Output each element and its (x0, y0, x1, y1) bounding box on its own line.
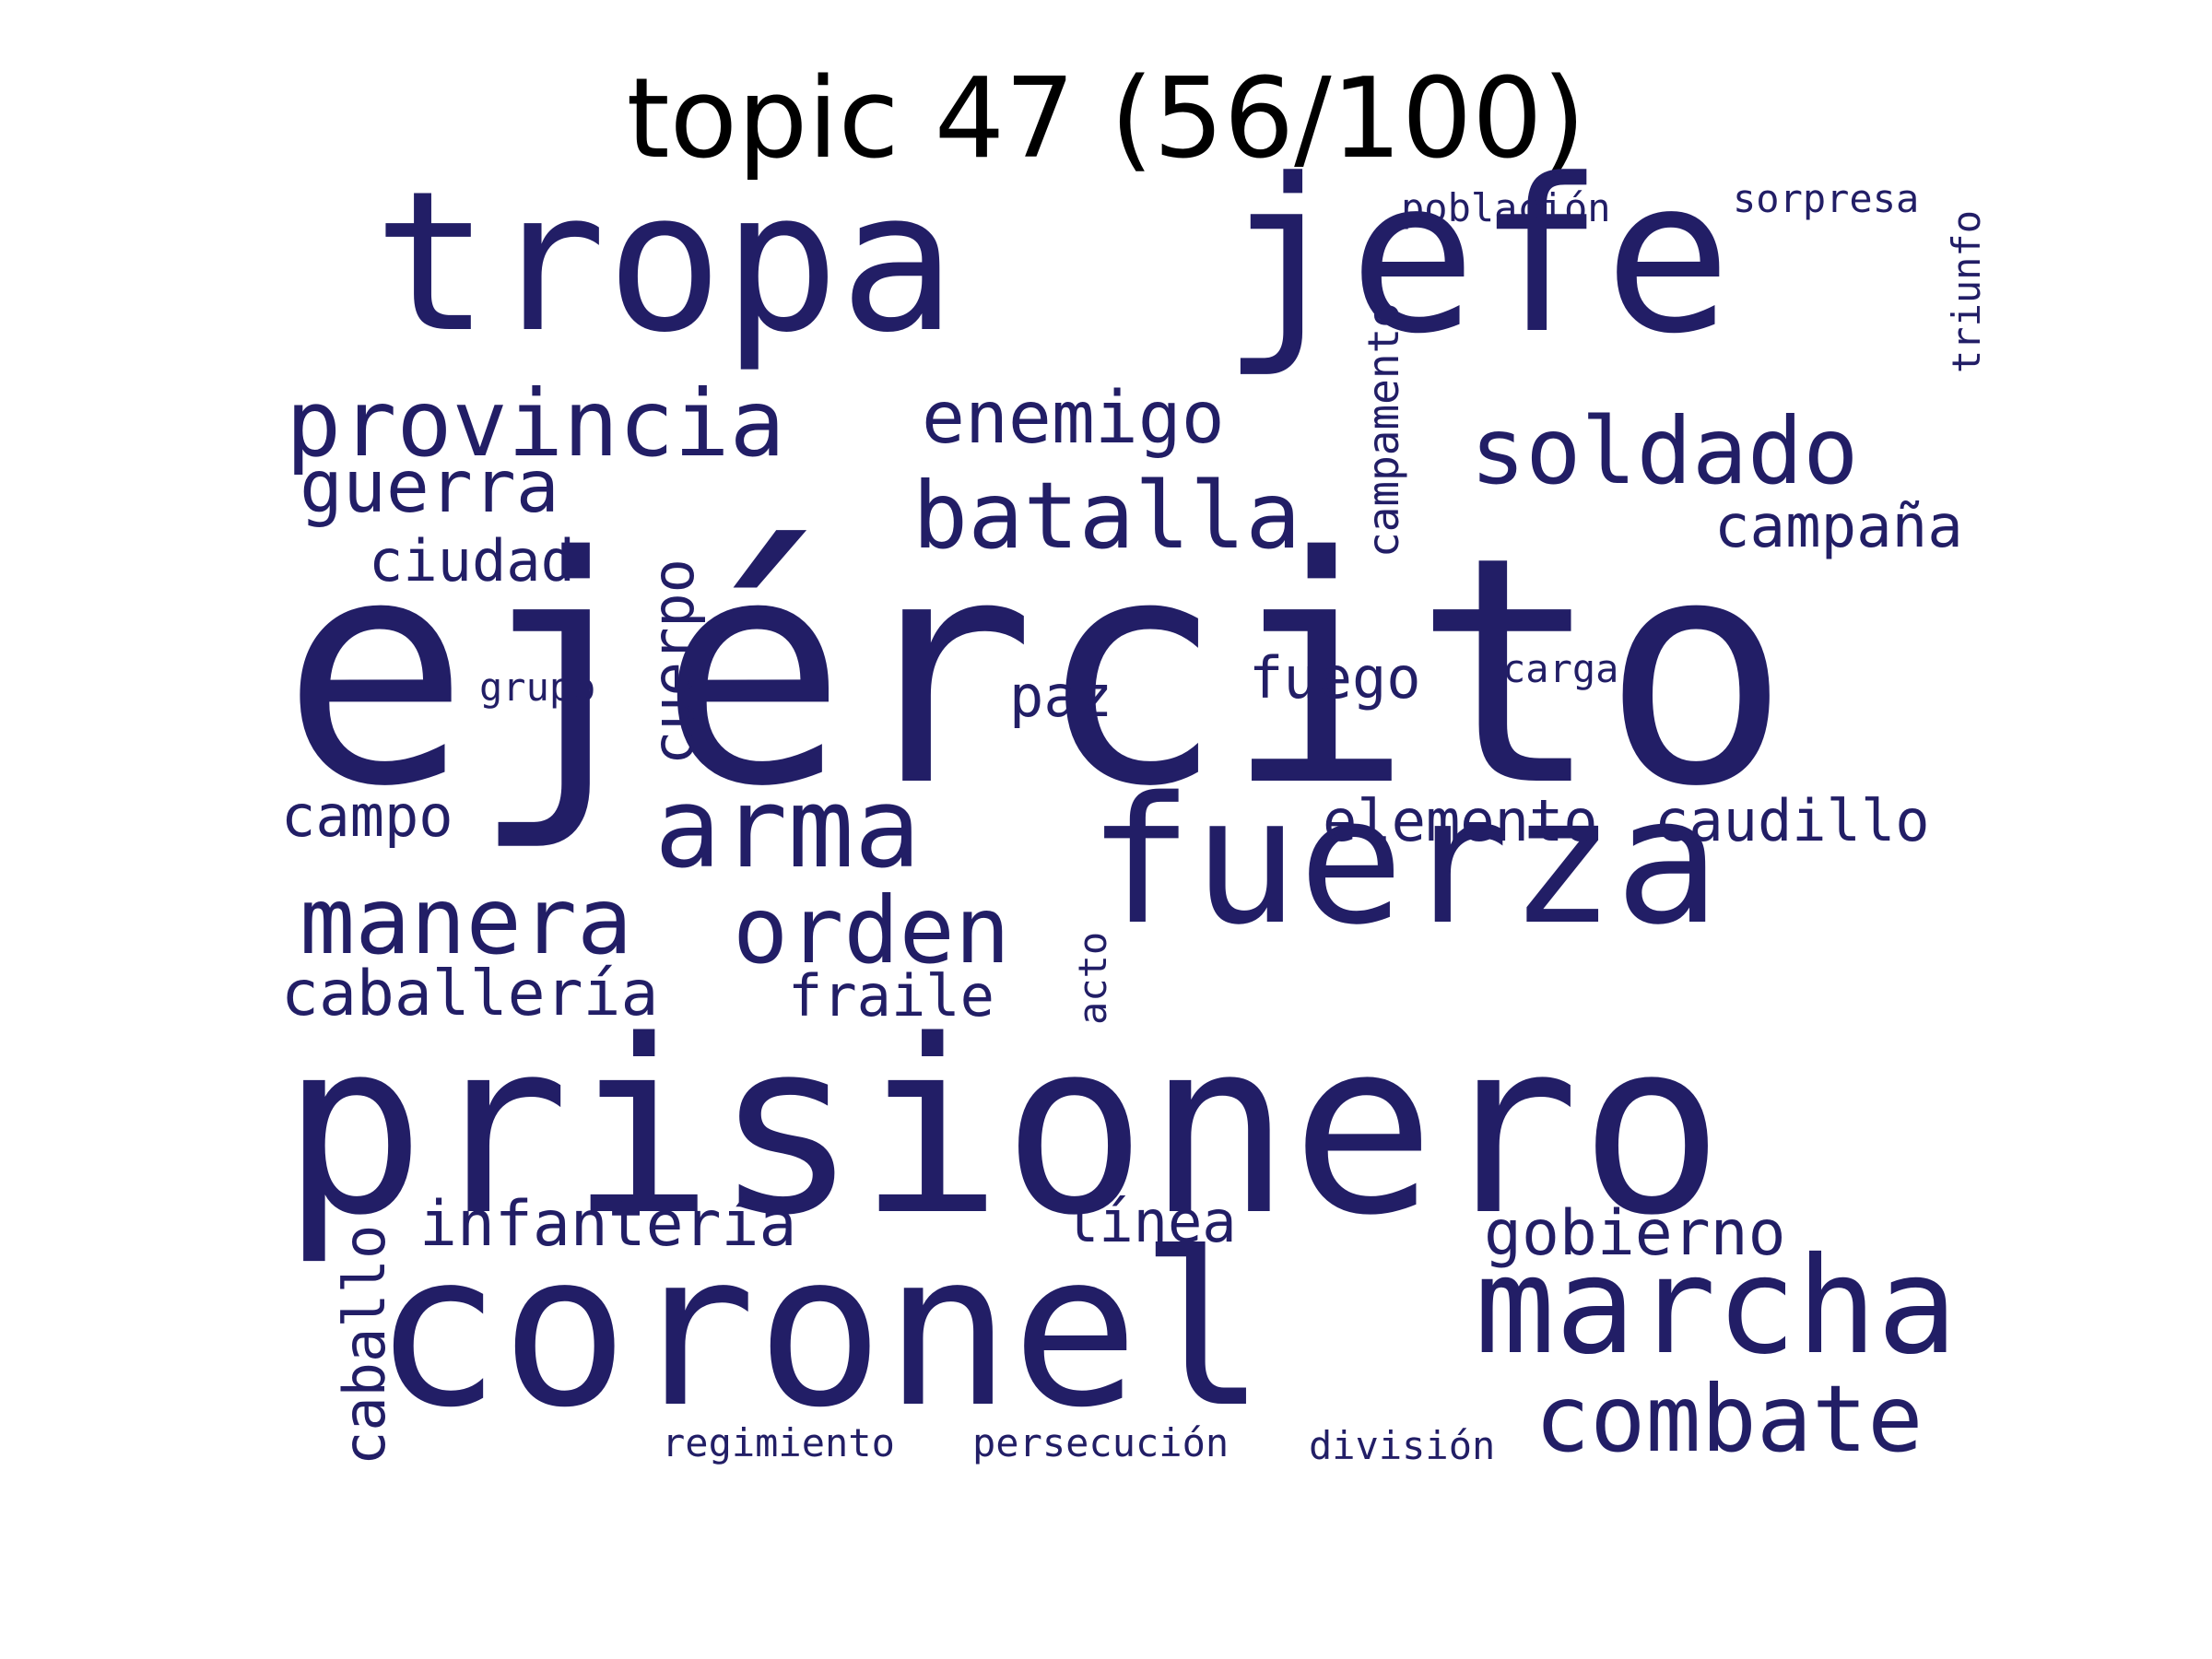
word-regimiento: regimiento (662, 1420, 895, 1465)
word-persecucion: persecución (972, 1420, 1230, 1465)
word-enemigo: enemigo (922, 377, 1225, 460)
word-carga: carga (1502, 646, 1619, 691)
word-guerra: guerra (300, 446, 559, 529)
word-fuego: fuego (1249, 644, 1421, 712)
word-ciudad: ciudad (369, 527, 575, 594)
word-linea: línea (1065, 1188, 1237, 1255)
word-campamento: campamento (1359, 302, 1408, 558)
word-elemento: elemento (1323, 787, 1598, 854)
word-caudillo: caudillo (1654, 787, 1930, 854)
word-triunfo: triunfo (1944, 209, 1989, 373)
word-prisionero: prisionero (281, 990, 1724, 1268)
word-combate: combate (1535, 1365, 1924, 1473)
word-gobierno: gobierno (1484, 1197, 1786, 1270)
word-acto: acto (1070, 931, 1115, 1025)
word-provincia: provincia (286, 370, 785, 477)
word-campana: campaña (1714, 493, 1963, 561)
word-soldado: soldado (1470, 397, 1859, 505)
word-tropa: tropa (373, 149, 957, 375)
word-jefe: jefe (1221, 135, 1732, 381)
word-caballo: caballo (331, 1224, 398, 1465)
word-division: división (1309, 1423, 1496, 1468)
word-manera: manera (300, 867, 633, 975)
word-infanteria: infantería (419, 1188, 797, 1261)
word-coronel: coronel (373, 1208, 1267, 1454)
word-poblacion: población (1401, 185, 1611, 230)
word-grupo: grupo (479, 665, 596, 710)
word-marcha: marcha (1475, 1229, 1958, 1384)
chart-title: topic 47 (56/100) (626, 55, 1586, 183)
word-orden: orden (733, 877, 1011, 984)
word-campo: campo (281, 782, 453, 850)
word-fraile: fraile (788, 962, 994, 1030)
word-arma: arma (654, 765, 921, 893)
word-ejercito: ejército (281, 490, 1791, 855)
word-batalla: batalla (912, 462, 1301, 570)
word-paz: paz (1009, 663, 1112, 730)
word-fuerza: fuerza (1088, 759, 1721, 963)
word-caballeria: caballería (281, 958, 659, 1030)
word-sorpresa: sorpresa (1733, 176, 1920, 221)
word-cuerpo: cuerpo (640, 559, 707, 765)
